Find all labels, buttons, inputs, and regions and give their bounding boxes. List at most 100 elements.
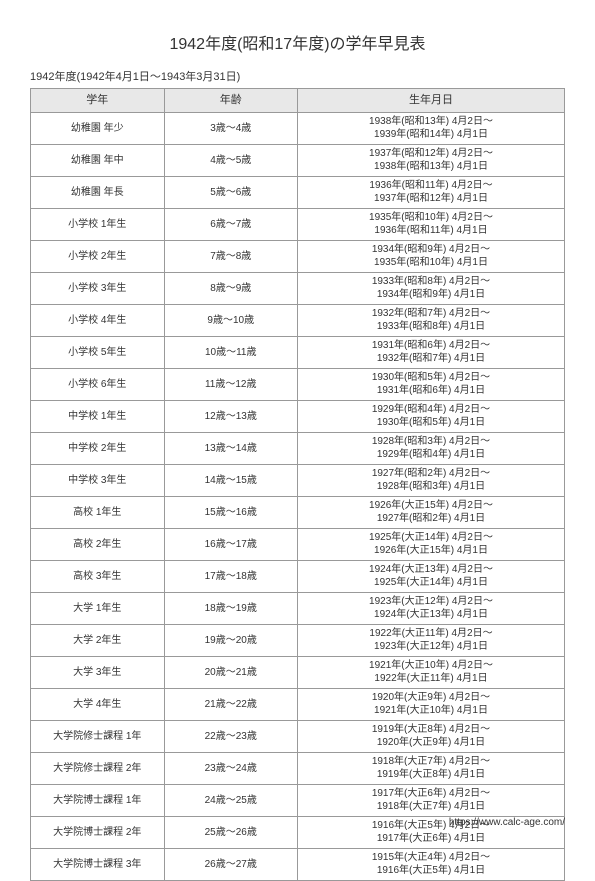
- cell-dob: 1934年(昭和9年) 4月2日～1935年(昭和10年) 4月1日: [298, 240, 565, 272]
- cell-age: 16歳～17歳: [164, 528, 298, 560]
- cell-grade: 大学院修士課程 2年: [31, 752, 165, 784]
- cell-dob: 1919年(大正8年) 4月2日～1920年(大正9年) 4月1日: [298, 720, 565, 752]
- dob-from: 1937年(昭和12年) 4月2日～: [300, 147, 562, 161]
- table-row: 大学院修士課程 1年22歳～23歳1919年(大正8年) 4月2日～1920年(…: [31, 720, 565, 752]
- dob-to: 1922年(大正11年) 4月1日: [300, 672, 562, 686]
- table-row: 中学校 2年生13歳～14歳1928年(昭和3年) 4月2日～1929年(昭和4…: [31, 432, 565, 464]
- cell-grade: 高校 3年生: [31, 560, 165, 592]
- page-title: 1942年度(昭和17年度)の学年早見表: [30, 30, 565, 54]
- dob-to: 1928年(昭和3年) 4月1日: [300, 480, 562, 494]
- cell-age: 9歳～10歳: [164, 304, 298, 336]
- cell-dob: 1924年(大正13年) 4月2日～1925年(大正14年) 4月1日: [298, 560, 565, 592]
- dob-from: 1915年(大正4年) 4月2日～: [300, 851, 562, 865]
- cell-grade: 小学校 2年生: [31, 240, 165, 272]
- dob-to: 1916年(大正5年) 4月1日: [300, 864, 562, 878]
- dob-from: 1932年(昭和7年) 4月2日～: [300, 307, 562, 321]
- cell-grade: 大学 3年生: [31, 656, 165, 688]
- table-row: 高校 3年生17歳～18歳1924年(大正13年) 4月2日～1925年(大正1…: [31, 560, 565, 592]
- cell-age: 13歳～14歳: [164, 432, 298, 464]
- table-row: 幼稚園 年長5歳～6歳1936年(昭和11年) 4月2日～1937年(昭和12年…: [31, 176, 565, 208]
- cell-grade: 大学院修士課程 1年: [31, 720, 165, 752]
- cell-grade: 幼稚園 年長: [31, 176, 165, 208]
- cell-dob: 1932年(昭和7年) 4月2日～1933年(昭和8年) 4月1日: [298, 304, 565, 336]
- dob-to: 1925年(大正14年) 4月1日: [300, 576, 562, 590]
- dob-from: 1938年(昭和13年) 4月2日～: [300, 115, 562, 129]
- cell-dob: 1925年(大正14年) 4月2日～1926年(大正15年) 4月1日: [298, 528, 565, 560]
- table-row: 中学校 1年生12歳～13歳1929年(昭和4年) 4月2日～1930年(昭和5…: [31, 400, 565, 432]
- cell-age: 10歳～11歳: [164, 336, 298, 368]
- cell-dob: 1935年(昭和10年) 4月2日～1936年(昭和11年) 4月1日: [298, 208, 565, 240]
- footer-url: https://www.calc-age.com/: [449, 817, 565, 828]
- dob-from: 1924年(大正13年) 4月2日～: [300, 563, 562, 577]
- dob-from: 1917年(大正6年) 4月2日～: [300, 787, 562, 801]
- cell-grade: 大学 4年生: [31, 688, 165, 720]
- cell-age: 22歳～23歳: [164, 720, 298, 752]
- table-row: 大学院修士課程 2年23歳～24歳1918年(大正7年) 4月2日～1919年(…: [31, 752, 565, 784]
- cell-age: 12歳～13歳: [164, 400, 298, 432]
- table-row: 高校 2年生16歳～17歳1925年(大正14年) 4月2日～1926年(大正1…: [31, 528, 565, 560]
- table-row: 高校 1年生15歳～16歳1926年(大正15年) 4月2日～1927年(昭和2…: [31, 496, 565, 528]
- col-header-dob: 生年月日: [298, 89, 565, 113]
- cell-grade: 小学校 5年生: [31, 336, 165, 368]
- table-row: 中学校 3年生14歳～15歳1927年(昭和2年) 4月2日～1928年(昭和3…: [31, 464, 565, 496]
- dob-to: 1921年(大正10年) 4月1日: [300, 704, 562, 718]
- dob-from: 1935年(昭和10年) 4月2日～: [300, 211, 562, 225]
- dob-to: 1917年(大正6年) 4月1日: [300, 832, 562, 846]
- cell-dob: 1930年(昭和5年) 4月2日～1931年(昭和6年) 4月1日: [298, 368, 565, 400]
- dob-to: 1939年(昭和14年) 4月1日: [300, 128, 562, 142]
- cell-age: 4歳～5歳: [164, 144, 298, 176]
- dob-to: 1932年(昭和7年) 4月1日: [300, 352, 562, 366]
- cell-grade: 中学校 3年生: [31, 464, 165, 496]
- table-row: 大学 1年生18歳～19歳1923年(大正12年) 4月2日～1924年(大正1…: [31, 592, 565, 624]
- dob-to: 1938年(昭和13年) 4月1日: [300, 160, 562, 174]
- dob-to: 1918年(大正7年) 4月1日: [300, 800, 562, 814]
- cell-grade: 大学院博士課程 1年: [31, 784, 165, 816]
- table-row: 大学 3年生20歳～21歳1921年(大正10年) 4月2日～1922年(大正1…: [31, 656, 565, 688]
- cell-grade: 幼稚園 年少: [31, 112, 165, 144]
- cell-age: 23歳～24歳: [164, 752, 298, 784]
- dob-from: 1931年(昭和6年) 4月2日～: [300, 339, 562, 353]
- col-header-age: 年齢: [164, 89, 298, 113]
- cell-age: 15歳～16歳: [164, 496, 298, 528]
- dob-to: 1936年(昭和11年) 4月1日: [300, 224, 562, 238]
- cell-dob: 1927年(昭和2年) 4月2日～1928年(昭和3年) 4月1日: [298, 464, 565, 496]
- cell-dob: 1922年(大正11年) 4月2日～1923年(大正12年) 4月1日: [298, 624, 565, 656]
- cell-age: 25歳～26歳: [164, 816, 298, 848]
- cell-age: 19歳～20歳: [164, 624, 298, 656]
- dob-to: 1929年(昭和4年) 4月1日: [300, 448, 562, 462]
- cell-grade: 大学 2年生: [31, 624, 165, 656]
- cell-age: 17歳～18歳: [164, 560, 298, 592]
- page-subtitle: 1942年度(1942年4月1日～1943年3月31日): [30, 68, 565, 84]
- cell-dob: 1937年(昭和12年) 4月2日～1938年(昭和13年) 4月1日: [298, 144, 565, 176]
- dob-to: 1934年(昭和9年) 4月1日: [300, 288, 562, 302]
- dob-from: 1936年(昭和11年) 4月2日～: [300, 179, 562, 193]
- dob-from: 1934年(昭和9年) 4月2日～: [300, 243, 562, 257]
- table-row: 大学院博士課程 3年26歳～27歳1915年(大正4年) 4月2日～1916年(…: [31, 848, 565, 880]
- table-row: 小学校 6年生11歳～12歳1930年(昭和5年) 4月2日～1931年(昭和6…: [31, 368, 565, 400]
- dob-to: 1924年(大正13年) 4月1日: [300, 608, 562, 622]
- dob-to: 1923年(大正12年) 4月1日: [300, 640, 562, 654]
- cell-grade: 大学院博士課程 3年: [31, 848, 165, 880]
- dob-from: 1930年(昭和5年) 4月2日～: [300, 371, 562, 385]
- dob-from: 1929年(昭和4年) 4月2日～: [300, 403, 562, 417]
- dob-from: 1918年(大正7年) 4月2日～: [300, 755, 562, 769]
- cell-grade: 中学校 2年生: [31, 432, 165, 464]
- dob-to: 1935年(昭和10年) 4月1日: [300, 256, 562, 270]
- cell-dob: 1933年(昭和8年) 4月2日～1934年(昭和9年) 4月1日: [298, 272, 565, 304]
- cell-age: 3歳～4歳: [164, 112, 298, 144]
- dob-to: 1937年(昭和12年) 4月1日: [300, 192, 562, 206]
- cell-age: 11歳～12歳: [164, 368, 298, 400]
- dob-to: 1919年(大正8年) 4月1日: [300, 768, 562, 782]
- cell-age: 5歳～6歳: [164, 176, 298, 208]
- cell-dob: 1938年(昭和13年) 4月2日～1939年(昭和14年) 4月1日: [298, 112, 565, 144]
- table-row: 小学校 3年生8歳～9歳1933年(昭和8年) 4月2日～1934年(昭和9年)…: [31, 272, 565, 304]
- cell-grade: 大学院博士課程 2年: [31, 816, 165, 848]
- table-row: 小学校 2年生7歳～8歳1934年(昭和9年) 4月2日～1935年(昭和10年…: [31, 240, 565, 272]
- dob-from: 1925年(大正14年) 4月2日～: [300, 531, 562, 545]
- table-row: 大学 4年生21歳～22歳1920年(大正9年) 4月2日～1921年(大正10…: [31, 688, 565, 720]
- dob-from: 1927年(昭和2年) 4月2日～: [300, 467, 562, 481]
- table-header-row: 学年 年齢 生年月日: [31, 89, 565, 113]
- table-row: 小学校 4年生9歳～10歳1932年(昭和7年) 4月2日～1933年(昭和8年…: [31, 304, 565, 336]
- dob-to: 1927年(昭和2年) 4月1日: [300, 512, 562, 526]
- cell-age: 21歳～22歳: [164, 688, 298, 720]
